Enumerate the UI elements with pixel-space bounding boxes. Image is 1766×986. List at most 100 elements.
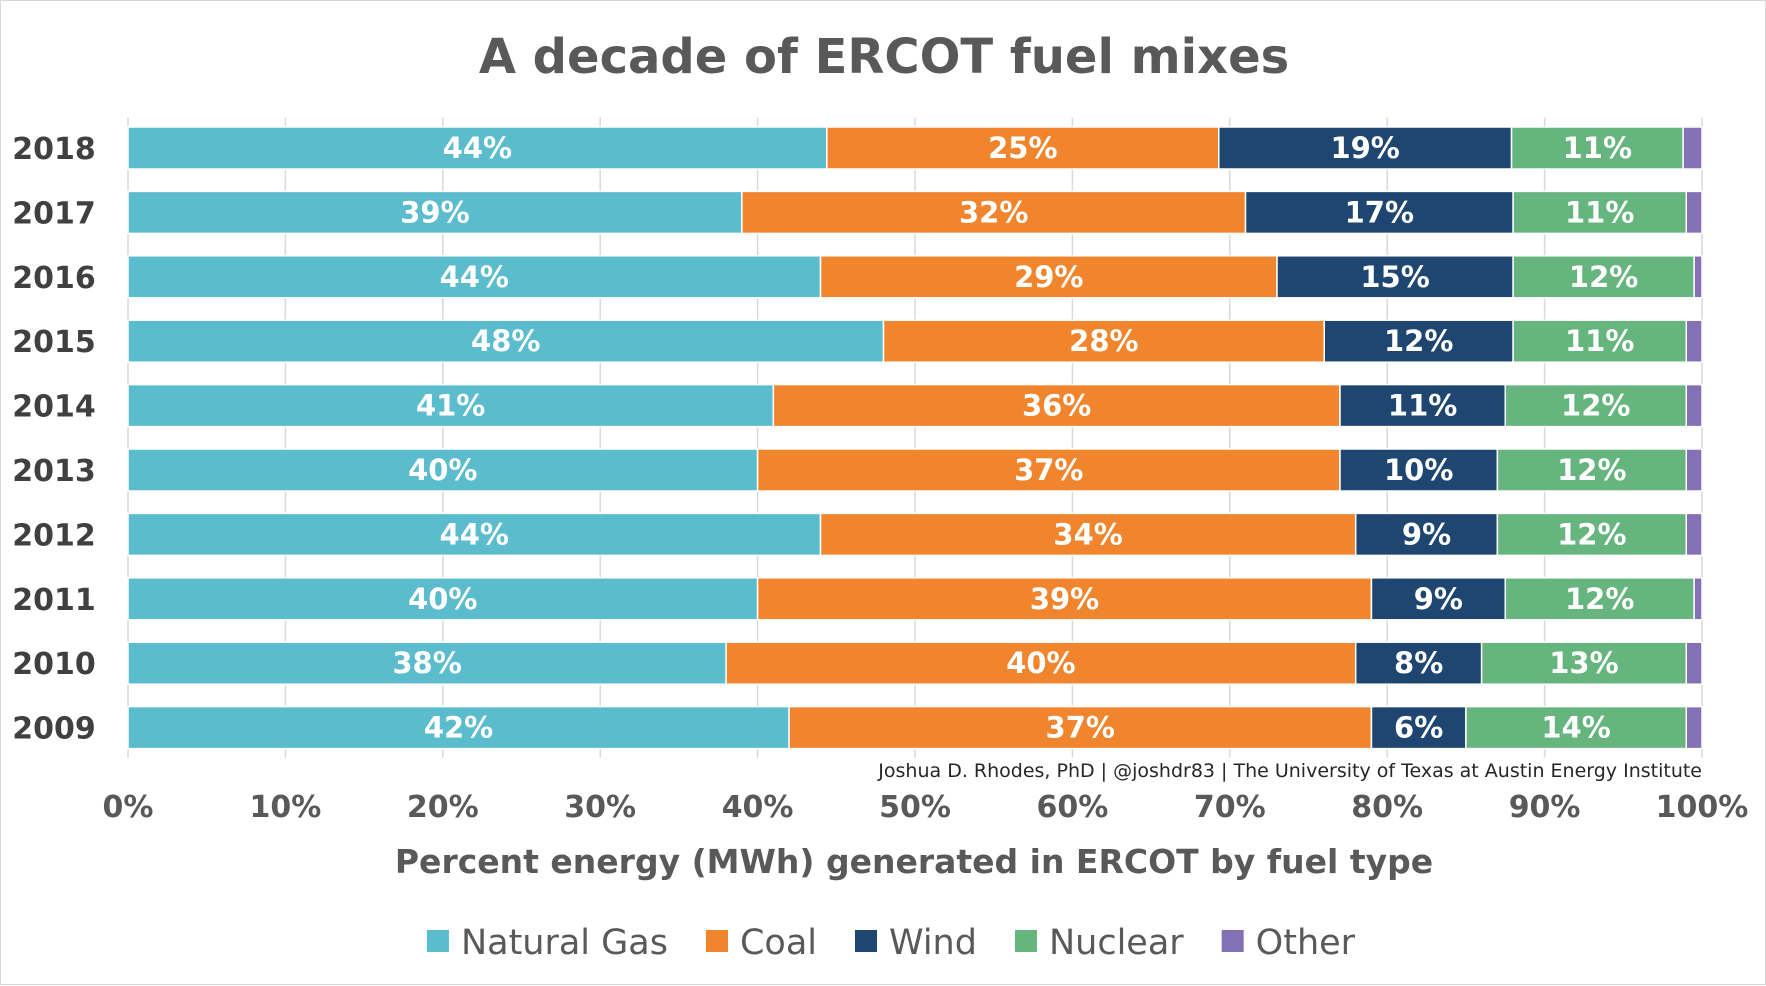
bar-other: [1685, 512, 1703, 557]
bar-coal: [826, 126, 1220, 170]
bar-natural-gas: [127, 383, 775, 428]
bar-other: [1682, 126, 1703, 170]
x-tick-label: 60%: [1036, 790, 1108, 825]
data-label: 40%: [408, 582, 477, 616]
data-label: 9%: [1402, 517, 1451, 551]
data-label: 11%: [1388, 389, 1457, 423]
data-label: 9%: [1414, 582, 1463, 616]
data-label: 44%: [440, 517, 509, 551]
bar-wind: [1276, 255, 1514, 299]
legend-swatch: [705, 930, 728, 952]
data-label: 12%: [1384, 324, 1453, 358]
legend-item-natural-gas: Natural Gas: [426, 923, 668, 963]
data-label: 37%: [1014, 453, 1083, 487]
bar-nuclear: [1504, 577, 1695, 621]
data-label: 17%: [1345, 195, 1414, 229]
data-label: 12%: [1561, 389, 1630, 423]
x-tick-label: 20%: [407, 790, 479, 825]
bar-coal: [788, 705, 1373, 750]
legend-label: Nuclear: [1049, 923, 1184, 963]
data-label: 29%: [1014, 260, 1083, 294]
legend-label: Wind: [889, 923, 977, 963]
legend-item-other: Other: [1221, 923, 1356, 963]
x-tick-label: 30%: [564, 790, 636, 825]
bar-other: [1685, 319, 1703, 363]
category-label: 2013: [12, 454, 96, 489]
category-label: 2014: [12, 390, 96, 425]
data-label: 19%: [1330, 131, 1399, 165]
data-label: 44%: [443, 131, 512, 165]
legend-item-nuclear: Nuclear: [1014, 923, 1184, 963]
bar-wind: [1244, 190, 1514, 235]
data-labels: 44% 25% 19% 11% 39% 32% 17% 11% 44% 29% 15% 12% 48% 2…: [392, 131, 1638, 745]
credit-text: Joshua D. Rhodes, PhD | @joshdr83 | The …: [877, 760, 1702, 782]
x-tick-label: 90%: [1509, 790, 1581, 825]
x-tick-label: 100%: [1656, 790, 1749, 825]
data-label: 44%: [440, 260, 509, 294]
category-label: 2018: [12, 132, 96, 167]
data-label: 40%: [1006, 646, 1075, 680]
legend-label: Other: [1256, 923, 1356, 963]
data-label: 37%: [1046, 711, 1115, 745]
data-label: 13%: [1549, 646, 1618, 680]
bar-coal: [819, 512, 1357, 557]
bar-natural-gas: [127, 512, 822, 557]
x-tick-label: 80%: [1351, 790, 1423, 825]
data-label: 12%: [1569, 260, 1638, 294]
bar-other: [1685, 448, 1703, 492]
category-label: 2011: [12, 583, 96, 618]
category-label: 2009: [12, 712, 96, 747]
x-tick-labels: 0% 10% 20% 30% 40% 50% 60% 70% 80% 90% 100%: [103, 790, 1749, 825]
bar-natural-gas: [127, 577, 759, 621]
bar-nuclear: [1504, 383, 1688, 428]
category-label: 2012: [12, 518, 96, 553]
x-tick-label: 40%: [722, 790, 794, 825]
data-label: 38%: [392, 646, 461, 680]
category-label: 2010: [12, 647, 96, 682]
bar-nuclear: [1512, 190, 1688, 235]
x-tick-label: 70%: [1194, 790, 1266, 825]
x-tick-label: 0%: [103, 790, 154, 825]
data-label: 42%: [424, 711, 493, 745]
x-tick-label: 10%: [249, 790, 321, 825]
data-label: 39%: [400, 195, 469, 229]
bar-wind: [1323, 319, 1514, 363]
bar-natural-gas: [127, 705, 790, 750]
bar-wind: [1370, 577, 1506, 621]
data-label: 14%: [1541, 711, 1610, 745]
data-label: 41%: [416, 389, 485, 423]
bar-other: [1685, 641, 1703, 685]
legend-swatch: [426, 930, 449, 952]
bar-nuclear: [1512, 319, 1688, 363]
data-label: 12%: [1565, 582, 1634, 616]
legend-item-wind: Wind: [855, 923, 977, 963]
legend-item-coal: Coal: [705, 923, 817, 963]
data-label: 15%: [1360, 260, 1429, 294]
data-label: 34%: [1053, 517, 1122, 551]
x-tick-label: 50%: [879, 790, 951, 825]
category-labels: 2018 2017 2016 2015 2014 2013 2012 2011 2010 2009: [12, 132, 96, 747]
bar-natural-gas: [127, 641, 727, 685]
data-label: 39%: [1030, 582, 1099, 616]
legend-swatch: [1221, 930, 1244, 952]
data-label: 28%: [1069, 324, 1138, 358]
chart-title: A decade of ERCOT fuel mixes: [479, 29, 1289, 85]
bar-wind: [1354, 512, 1499, 557]
data-label: 25%: [988, 131, 1057, 165]
data-label: 11%: [1565, 195, 1634, 229]
bar-other: [1685, 190, 1703, 235]
bar-coal: [819, 255, 1278, 299]
data-label: 48%: [471, 324, 540, 358]
legend-label: Coal: [740, 923, 817, 963]
data-label: 11%: [1563, 131, 1632, 165]
data-label: 12%: [1557, 453, 1626, 487]
bar-other: [1693, 577, 1703, 621]
bar-natural-gas: [127, 255, 822, 299]
data-label: 6%: [1394, 711, 1443, 745]
data-label: 32%: [959, 195, 1028, 229]
bar-coal: [882, 319, 1325, 363]
data-label: 11%: [1565, 324, 1634, 358]
bar-nuclear: [1510, 126, 1684, 170]
